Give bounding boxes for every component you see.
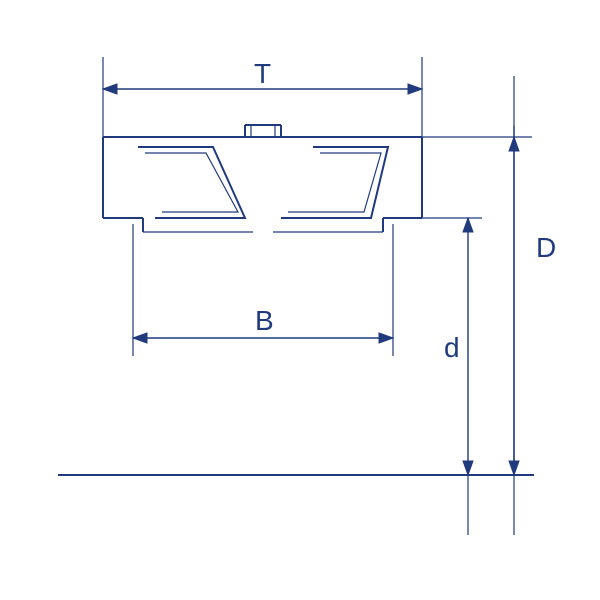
label-B: B <box>255 305 274 337</box>
label-d: d <box>444 332 460 364</box>
bearing-diagram: T B d D <box>0 0 600 600</box>
diagram-svg <box>0 0 600 600</box>
label-D: D <box>536 232 556 264</box>
label-T: T <box>254 58 271 90</box>
